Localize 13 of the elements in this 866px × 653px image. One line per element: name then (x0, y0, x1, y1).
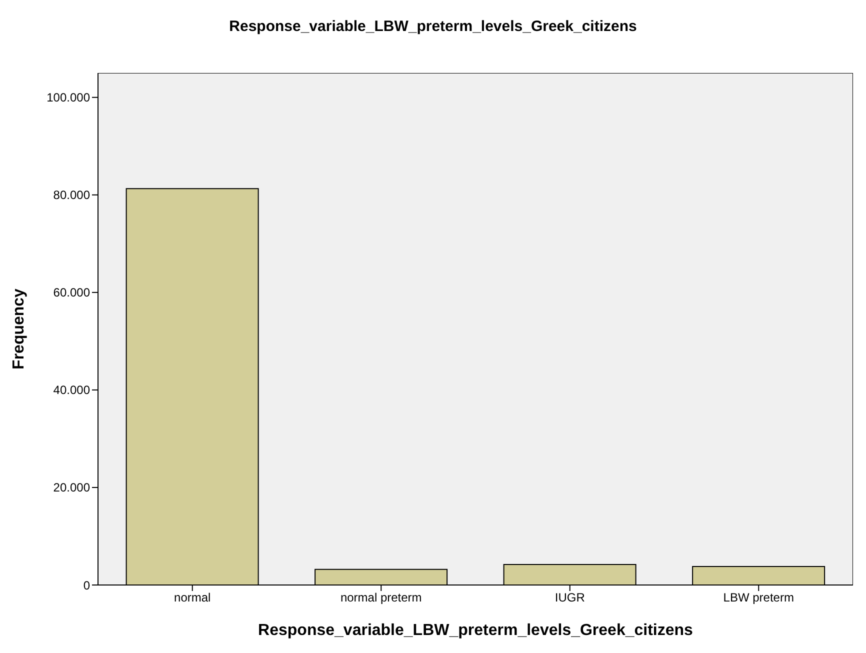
y-tick-label: 60.000 (53, 286, 90, 300)
y-tick-label: 40.000 (53, 383, 90, 398)
x-tick-label: normal (174, 590, 211, 605)
x-tick-label: normal preterm (340, 590, 422, 605)
chart-title: Response_variable_LBW_preterm_levels_Greek_citizens (228, 17, 638, 37)
y-tick-label: 20.000 (53, 480, 90, 495)
y-tick-label: 0 (83, 578, 90, 592)
x-tick-label: IUGR (554, 590, 586, 605)
x-axis-title: Response_variable_LBW_preterm_levels_Greek_citizens (258, 622, 694, 639)
y-tick-label: 100.000 (46, 90, 90, 105)
y-axis-title: Frequency (10, 288, 28, 370)
x-tick-label: LBW preterm (723, 590, 794, 605)
y-tick-label: 80.000 (53, 188, 90, 202)
